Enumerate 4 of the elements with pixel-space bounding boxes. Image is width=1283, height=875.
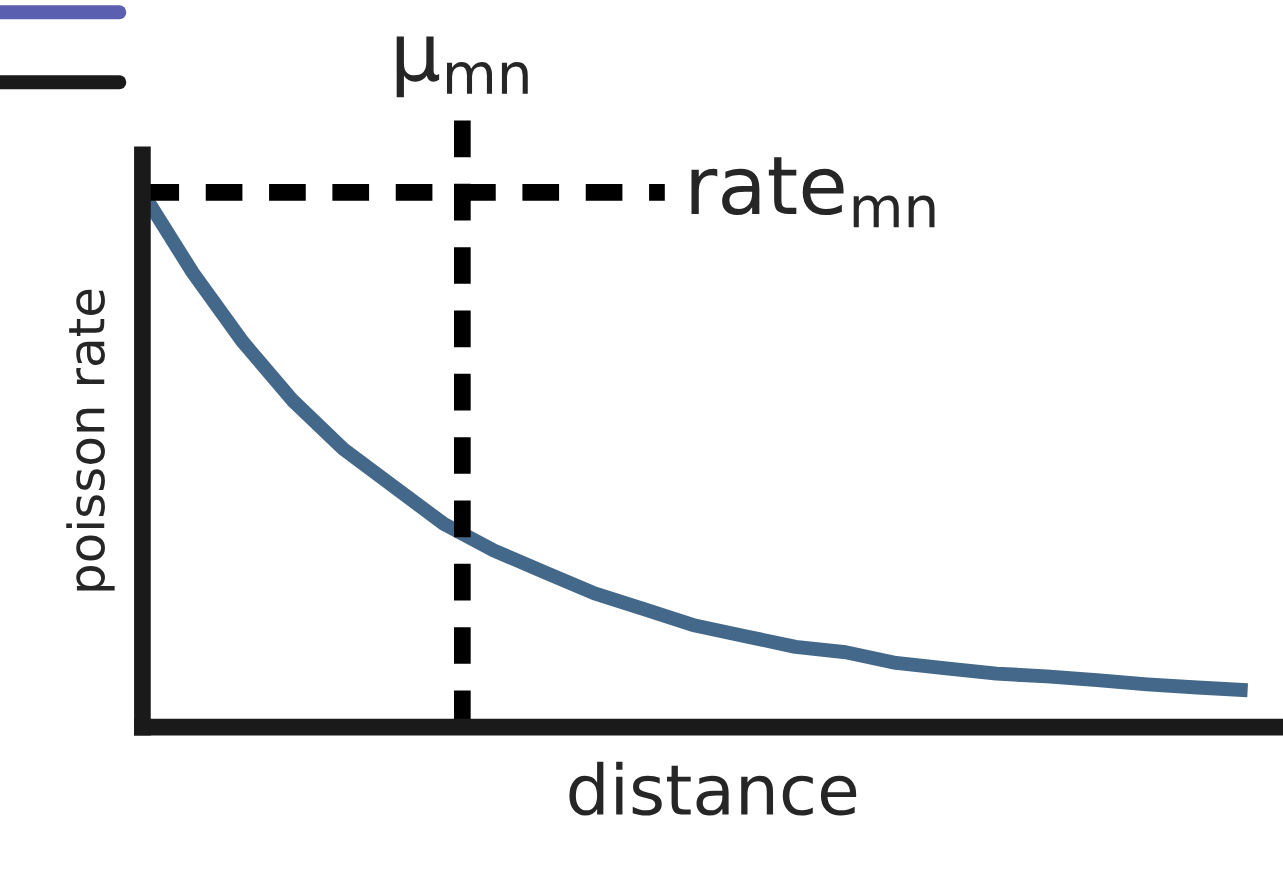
ref-line-label: rate$_{mn}$: [691, 157, 935, 228]
x-axis-title: distance: [569, 761, 857, 816]
text: μ$_{mn}$: [396, 36, 528, 98]
y-axis-title: poisson rate: [66, 289, 115, 591]
